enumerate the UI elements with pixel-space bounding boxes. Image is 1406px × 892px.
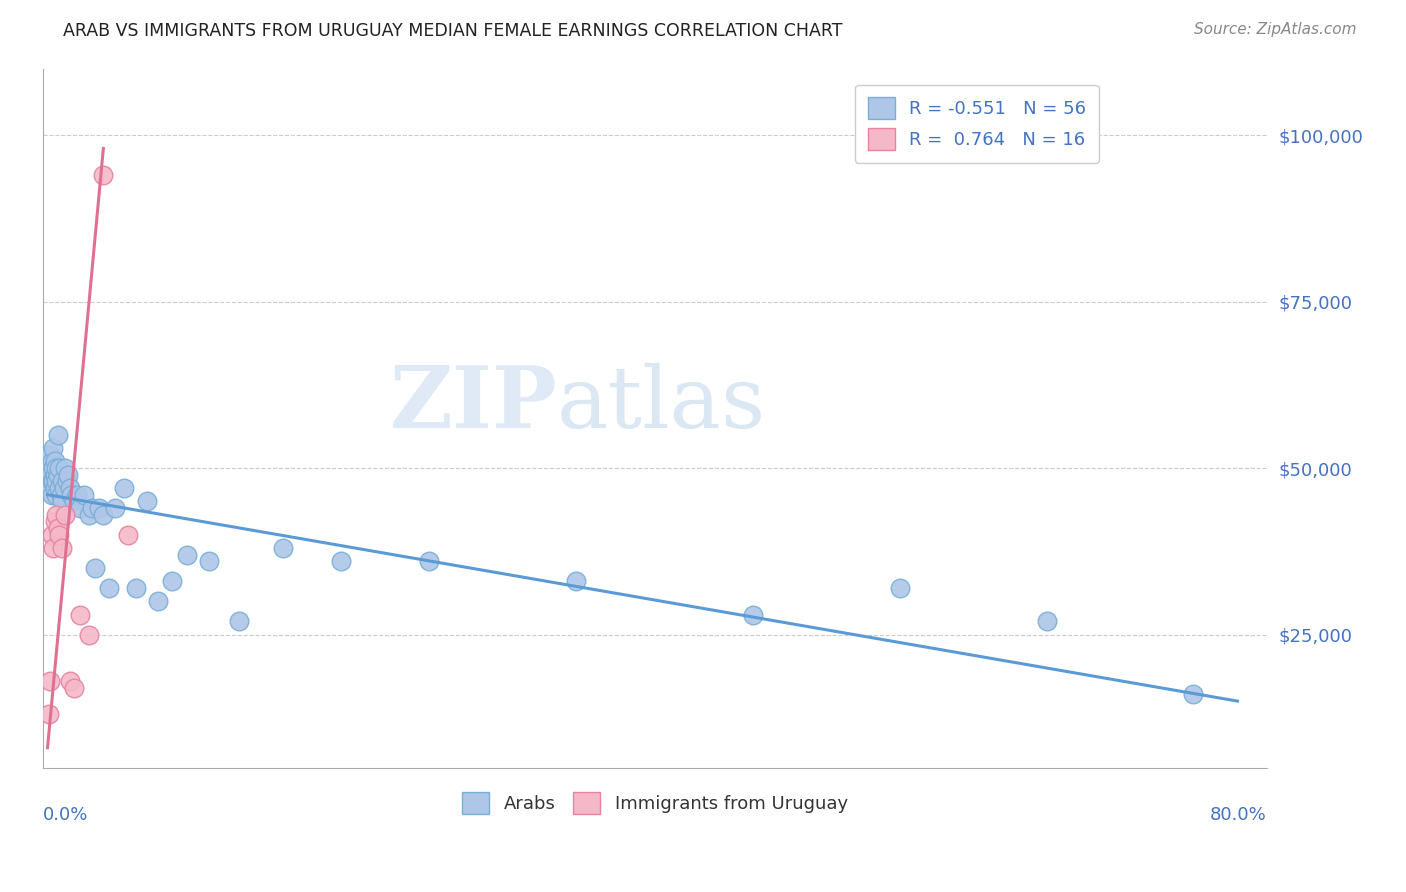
Point [38, 461, 60, 475]
Point [741, 607, 763, 622]
Point [162, 574, 184, 589]
Point [46, 521, 69, 535]
Point [1035, 614, 1057, 628]
Point [45, 475, 67, 489]
Text: ZIP: ZIP [389, 362, 557, 446]
Point [51, 494, 73, 508]
Legend: Arabs, Immigrants from Uruguay: Arabs, Immigrants from Uruguay [454, 785, 855, 822]
Point [41, 454, 63, 468]
Point [117, 527, 139, 541]
Point [45, 488, 67, 502]
Point [58, 481, 80, 495]
Point [58, 674, 80, 689]
Point [42, 441, 65, 455]
Point [176, 548, 198, 562]
Point [63, 681, 86, 695]
Point [56, 467, 79, 482]
Point [146, 594, 169, 608]
Point [53, 508, 76, 522]
Text: 0.0%: 0.0% [44, 806, 89, 824]
Point [87, 501, 110, 516]
Point [44, 481, 66, 495]
Text: atlas: atlas [557, 362, 766, 446]
Point [42, 461, 65, 475]
Text: 80.0%: 80.0% [1211, 806, 1267, 824]
Point [44, 467, 66, 482]
Point [136, 494, 159, 508]
Point [48, 461, 70, 475]
Point [77, 627, 100, 641]
Point [77, 508, 100, 522]
Point [41, 488, 63, 502]
Point [52, 481, 75, 495]
Point [51, 475, 73, 489]
Point [39, 467, 62, 482]
Point [42, 541, 65, 555]
Point [45, 508, 67, 522]
Point [44, 454, 66, 468]
Point [41, 527, 63, 541]
Point [60, 488, 83, 502]
Point [49, 488, 72, 502]
Point [565, 574, 588, 589]
Text: ARAB VS IMMIGRANTS FROM URUGUAY MEDIAN FEMALE EARNINGS CORRELATION CHART: ARAB VS IMMIGRANTS FROM URUGUAY MEDIAN F… [63, 22, 842, 40]
Point [198, 554, 221, 568]
Point [93, 508, 115, 522]
Point [98, 581, 121, 595]
Point [41, 475, 63, 489]
Text: Source: ZipAtlas.com: Source: ZipAtlas.com [1194, 22, 1357, 37]
Point [93, 168, 115, 182]
Point [330, 554, 353, 568]
Point [63, 494, 86, 508]
Point [39, 448, 62, 462]
Point [1182, 688, 1205, 702]
Point [80, 501, 103, 516]
Point [104, 501, 127, 516]
Point [73, 488, 96, 502]
Point [66, 488, 89, 502]
Point [38, 707, 60, 722]
Point [112, 481, 135, 495]
Point [46, 427, 69, 442]
Point [889, 581, 911, 595]
Point [124, 581, 146, 595]
Point [53, 461, 76, 475]
Point [271, 541, 294, 555]
Point [39, 674, 62, 689]
Point [45, 461, 67, 475]
Point [44, 514, 66, 528]
Point [46, 467, 69, 482]
Point [228, 614, 250, 628]
Point [418, 554, 440, 568]
Point [69, 607, 91, 622]
Point [51, 541, 73, 555]
Point [38, 481, 60, 495]
Point [42, 475, 65, 489]
Point [69, 501, 91, 516]
Point [83, 561, 105, 575]
Point [48, 481, 70, 495]
Point [48, 527, 70, 541]
Point [55, 475, 77, 489]
